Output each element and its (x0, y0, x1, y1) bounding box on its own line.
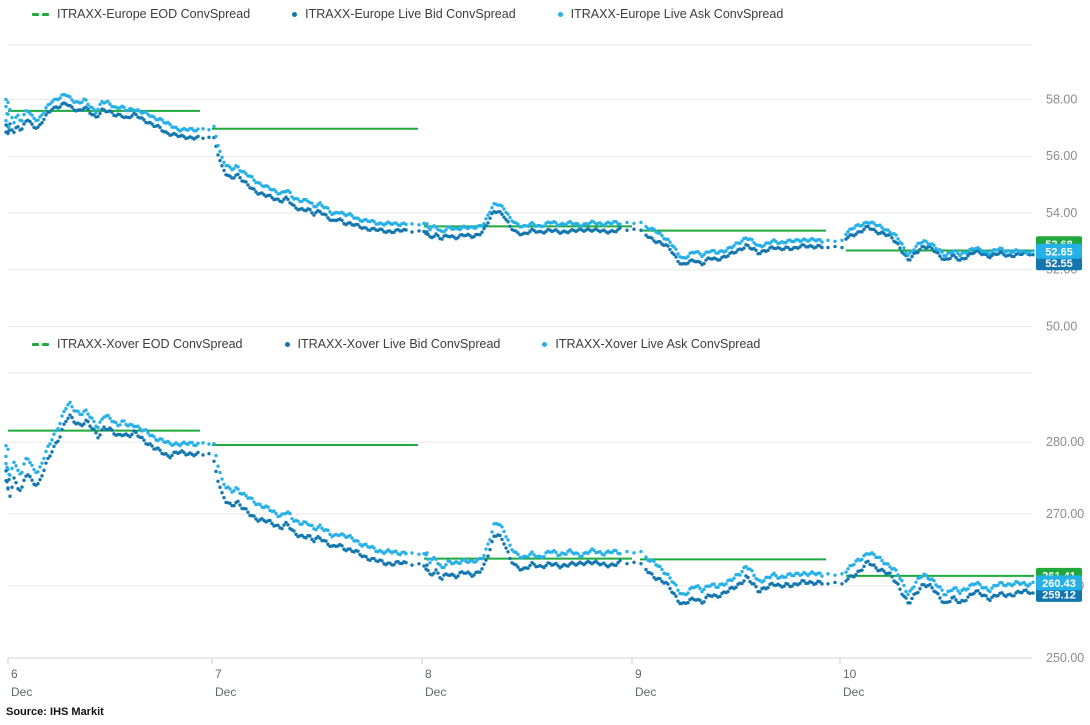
legend-label: ITRAXX-Europe Live Bid ConvSpread (305, 7, 516, 21)
legend-label: ITRAXX-Xover Live Bid ConvSpread (297, 337, 501, 351)
ask-value-label-text: 260.43 (1042, 578, 1076, 590)
legend-label: ITRAXX-Europe Live Ask ConvSpread (570, 7, 784, 21)
ask-value-label (1036, 243, 1082, 259)
y-axis-label: 280.00 (1046, 435, 1084, 449)
date-tick-month: Dec (843, 685, 865, 699)
bid-value-label-text: 52.55 (1045, 258, 1073, 270)
date-tick-month: Dec (425, 685, 447, 699)
date-tick-day: 10 (843, 667, 857, 681)
date-tick-day: 8 (425, 667, 432, 681)
y-axis-label: 56.00 (1046, 149, 1077, 163)
legend-label: ITRAXX-Europe EOD ConvSpread (57, 7, 251, 21)
source-note: Source: IHS Markit (6, 706, 104, 718)
y-axis-label: 270.00 (1046, 507, 1084, 521)
eod-line-icon (32, 12, 49, 16)
legend-item-ask[interactable]: ITRAXX-Europe Live Ask ConvSpread (557, 7, 784, 21)
ask-dot-icon (542, 341, 548, 347)
ask-value-label-text: 52.65 (1045, 246, 1073, 258)
bid-dot-icon (284, 341, 290, 347)
xover-legend: ITRAXX-Xover EOD ConvSpread ITRAXX-Xover … (32, 334, 760, 354)
legend-item-bid[interactable]: ITRAXX-Xover Live Bid ConvSpread (284, 337, 501, 351)
date-tick-day: 7 (215, 667, 222, 681)
europe-legend: ITRAXX-Europe EOD ConvSpread ITRAXX-Europ… (32, 4, 783, 24)
legend-item-eod[interactable]: ITRAXX-Europe EOD ConvSpread (32, 7, 250, 21)
date-tick-month: Dec (635, 685, 657, 699)
y-axis-label: 50.00 (1046, 320, 1077, 333)
bid-value-label (1036, 586, 1082, 602)
bid-dot-icon (292, 11, 298, 17)
xover-chart-svg[interactable]: 280.00270.00260.00250.00261.41259.12260.… (0, 368, 1090, 670)
bid-value-label-text: 259.12 (1042, 589, 1076, 601)
y-axis-label: 58.00 (1046, 92, 1077, 106)
bid-value-label (1036, 255, 1082, 271)
ask-value-label (1036, 575, 1082, 591)
date-tick-month: Dec (11, 685, 33, 699)
legend-item-bid[interactable]: ITRAXX-Europe Live Bid ConvSpread (292, 7, 516, 21)
legend-item-ask[interactable]: ITRAXX-Xover Live Ask ConvSpread (542, 337, 760, 351)
ask-dot-icon (557, 11, 563, 17)
date-tick-day: 6 (11, 667, 18, 681)
legend-label: ITRAXX-Xover Live Ask ConvSpread (555, 337, 761, 351)
legend-label: ITRAXX-Xover EOD ConvSpread (57, 337, 243, 351)
y-axis-label: 250.00 (1046, 651, 1084, 665)
date-tick-day: 9 (635, 667, 642, 681)
legend-item-eod[interactable]: ITRAXX-Xover EOD ConvSpread (32, 337, 243, 351)
y-axis-label: 54.00 (1046, 206, 1077, 220)
eod-line-icon (32, 342, 49, 346)
date-tick-month: Dec (215, 685, 237, 699)
